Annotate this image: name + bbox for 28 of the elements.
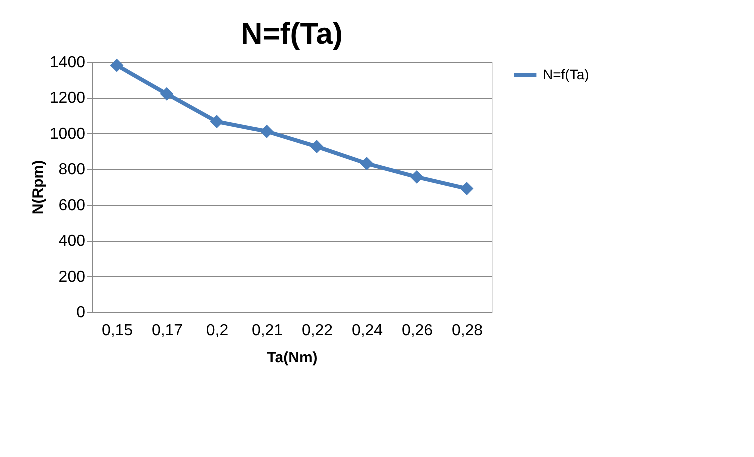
x-tick-label: 0,22 [302, 322, 334, 340]
y-tick-label: 800 [58, 162, 86, 179]
y-tick-label: 600 [58, 197, 86, 214]
point [260, 124, 274, 138]
point [110, 58, 124, 72]
chart-title: N=f(Ta) [241, 18, 343, 51]
point [160, 87, 174, 101]
point [460, 182, 474, 196]
y-tick-label: 0 [76, 304, 86, 322]
y-tick-label: 400 [58, 233, 86, 250]
point [360, 157, 374, 170]
x-tick-label: 0,2 [206, 322, 229, 340]
x-tick-label: 0,15 [102, 322, 134, 340]
y-tick-label: 200 [58, 268, 86, 286]
x-tick-label: 0,17 [152, 322, 184, 340]
y-tick-label: 1200 [50, 90, 86, 108]
x-axis-title: Ta(Nm) [267, 350, 318, 366]
x-tick-label: 0,24 [352, 322, 384, 340]
point [310, 140, 324, 154]
point [410, 170, 424, 184]
point [210, 115, 224, 129]
x-tick-label: 0,26 [402, 322, 434, 340]
x-tick-label: 0,28 [452, 322, 484, 340]
y-tick-label: 1000 [50, 126, 86, 143]
y-axis-title: N(Rpm) [30, 160, 47, 215]
legend-label: N=f(Ta) [543, 66, 590, 82]
y-tick-label: 1400 [50, 54, 86, 72]
x-tick-label: 0,21 [252, 322, 284, 340]
